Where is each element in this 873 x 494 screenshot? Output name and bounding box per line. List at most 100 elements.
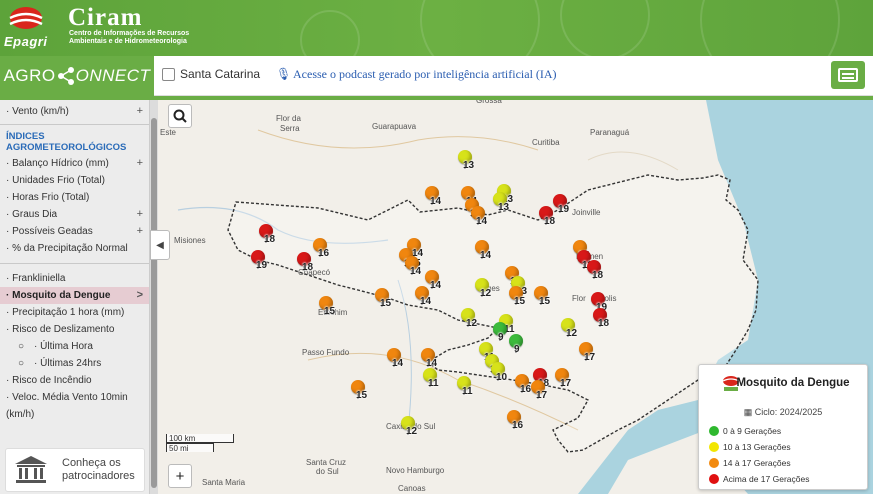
sidebar-item[interactable]: ○ · Última Hora — [18, 341, 93, 352]
station-marker[interactable]: 17 — [530, 380, 547, 402]
station-marker[interactable]: 16 — [514, 374, 531, 396]
marker-stem — [357, 392, 359, 399]
station-marker[interactable]: 13 — [457, 150, 474, 172]
agroconnect-logo[interactable]: AGRO ONNECT — [0, 56, 154, 96]
station-marker[interactable]: 16 — [312, 238, 330, 260]
header-banner: Epagri Ciram Centro de Informações de Re… — [0, 0, 873, 56]
station-marker[interactable]: 14 — [404, 256, 421, 278]
station-marker[interactable]: 14 — [424, 270, 441, 292]
sidebar-item[interactable]: ○ · Últimas 24hrs — [18, 358, 102, 369]
legend-row: Acima de 17 Gerações — [709, 473, 809, 485]
station-marker[interactable]: 13 — [492, 192, 509, 214]
station-marker[interactable]: 18 — [538, 206, 556, 228]
marker-pin-icon — [539, 206, 553, 220]
station-marker[interactable]: 15 — [533, 286, 550, 308]
expand-icon[interactable]: + — [136, 157, 143, 169]
marker-pin-icon — [515, 374, 529, 388]
station-marker[interactable]: 12 — [560, 318, 577, 340]
station-marker[interactable]: 12 — [400, 416, 417, 438]
expand-icon[interactable]: + — [136, 225, 143, 237]
sidebar-item-index[interactable]: · Graus Dia + — [0, 206, 149, 223]
station-marker[interactable]: 14 — [470, 206, 487, 228]
search-icon — [173, 109, 187, 123]
station-marker[interactable]: 15 — [508, 286, 525, 308]
station-marker[interactable]: 17 — [554, 368, 571, 390]
marker-stem — [464, 162, 466, 169]
marker-pin-icon — [415, 286, 429, 300]
station-marker[interactable]: 16 — [506, 410, 523, 432]
station-marker[interactable]: 9 — [508, 334, 524, 356]
top-navbar: AGRO ONNECT Santa Catarina 🎙 Acesse o po… — [0, 56, 873, 96]
search-button[interactable] — [168, 104, 192, 128]
station-value: 16 — [318, 248, 330, 259]
sidebar-item[interactable]: · Risco de Deslizamento — [6, 324, 115, 335]
station-marker[interactable]: 11 — [422, 368, 439, 390]
station-marker[interactable]: 9 — [492, 322, 508, 344]
sidebar-item-index[interactable]: · Balanço Hídrico (mm) + — [0, 155, 149, 172]
city-label: Santa Cruz — [306, 458, 347, 467]
marker-stem — [463, 388, 465, 395]
marker-stem — [413, 250, 415, 257]
sidebar-item-active[interactable]: · Mosquito da Dengue > — [0, 287, 149, 304]
station-marker[interactable]: 14 — [386, 348, 403, 370]
station-value: 19 — [256, 260, 268, 271]
station-marker[interactable]: 11 — [456, 376, 473, 398]
station-marker[interactable]: 14 — [424, 186, 441, 208]
station-marker[interactable]: 19 — [590, 292, 607, 314]
marker-stem — [429, 380, 431, 387]
state-checkbox[interactable] — [162, 68, 175, 81]
marker-pin-icon — [561, 318, 575, 332]
station-marker[interactable]: 12 — [460, 308, 477, 330]
sidebar-item[interactable]: · Risco de Incêndio — [6, 375, 92, 386]
station-value: 18 — [598, 318, 610, 329]
city-label: Passo Fundo — [302, 348, 350, 357]
station-marker[interactable]: 15 — [374, 288, 391, 310]
city-label: Novo Hamburgo — [386, 466, 445, 475]
collapse-sidebar-button[interactable]: ◀ — [150, 230, 170, 260]
marker-stem — [521, 386, 523, 393]
station-marker[interactable]: 18 — [296, 252, 313, 274]
station-marker[interactable]: 18 — [592, 308, 610, 330]
station-marker[interactable]: 14 — [420, 348, 437, 370]
scrollbar-thumb[interactable] — [151, 118, 157, 488]
station-marker[interactable]: 15 — [350, 380, 367, 402]
station-marker[interactable]: 19 — [250, 250, 268, 272]
station-marker[interactable]: 14 — [414, 286, 431, 308]
station-marker[interactable]: 12 — [474, 278, 491, 300]
sidebar-item-index[interactable]: · Horas Frio (Total) — [6, 192, 90, 203]
map-view[interactable]: + Grossa Flor da Serra Guarapuava Curitiba Pa… — [158, 100, 873, 494]
station-marker[interactable]: 19 — [552, 194, 569, 216]
station-marker[interactable]: 14 — [474, 240, 491, 262]
sidebar-item-index[interactable]: · Unidades Frio (Total) — [6, 175, 105, 186]
sidebar-scrollbar[interactable] — [150, 100, 158, 494]
station-marker[interactable]: 17 — [578, 342, 595, 364]
sidebar-item[interactable]: · Veloc. Média Vento 10min — [6, 392, 128, 403]
sponsors-button[interactable]: Conheça os patrocinadores — [5, 448, 145, 492]
station-marker[interactable]: 14 — [406, 238, 423, 260]
station-value: 18 — [544, 216, 556, 227]
city-label: Canoas — [398, 484, 426, 493]
station-marker[interactable]: 18 — [258, 224, 275, 246]
marker-stem — [319, 250, 321, 257]
marker-stem — [583, 262, 585, 269]
sidebar-item[interactable]: (km/h) — [6, 409, 35, 420]
podcast-link[interactable]: Acesse o podcast gerado por inteligência… — [293, 67, 557, 81]
expand-icon[interactable]: + — [136, 105, 143, 117]
sidebar-item[interactable]: · Frankliniella — [6, 273, 66, 284]
sidebar-item-index[interactable]: · % da Precipitação Normal — [6, 243, 128, 254]
station-marker[interactable]: 15 — [318, 296, 335, 318]
station-marker[interactable]: 18 — [586, 260, 603, 282]
sidebar-item-vento[interactable]: · Vento (km/h) + — [0, 103, 149, 120]
expand-icon[interactable]: + — [136, 208, 143, 220]
menu-button[interactable] — [831, 61, 865, 89]
station-marker[interactable]: 10 — [490, 362, 507, 384]
marker-stem — [537, 392, 539, 399]
sidebar-item-index[interactable]: · Possíveis Geadas + — [0, 223, 149, 240]
zoom-in-button[interactable]: + — [168, 464, 192, 488]
city-label: Chapecó — [298, 268, 331, 277]
station-value: 11 — [462, 386, 473, 397]
city-label: Joinville — [572, 208, 601, 217]
ciram-subtitle: Centro de Informações de Recursos Ambien… — [69, 30, 190, 45]
section-title-indices: ÍNDICES AGROMETEOROLÓGICOS — [6, 131, 127, 153]
sidebar-item[interactable]: · Precipitação 1 hora (mm) — [6, 307, 125, 318]
